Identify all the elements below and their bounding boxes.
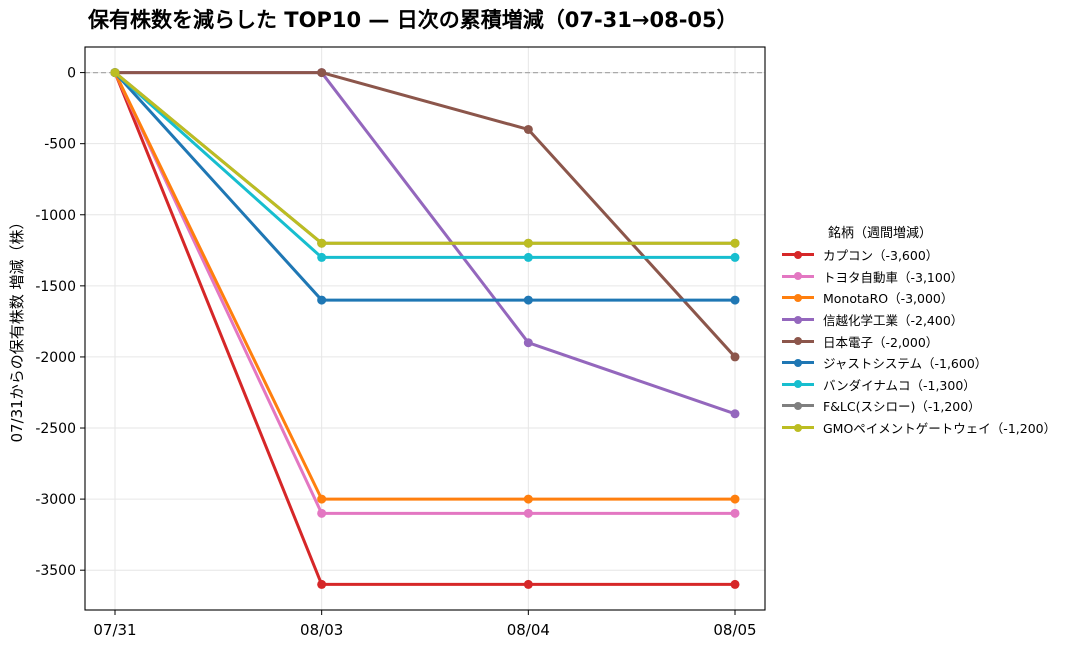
legend-item: バンダイナムコ（-1,300） (782, 374, 1082, 396)
data-point (730, 238, 740, 248)
legend-item: カプコン（-3,600） (782, 244, 1082, 266)
y-tick-label: -500 (44, 137, 76, 153)
legend-item: F&LC(スシロー)（-1,200） (782, 395, 1082, 417)
legend-label: GMOペイメントゲートウェイ（-1,200） (823, 421, 1057, 437)
legend-item: GMOペイメントゲートウェイ（-1,200） (782, 417, 1082, 439)
data-point (523, 579, 533, 589)
legend-label: バンダイナムコ（-1,300） (823, 377, 976, 393)
legend-label: 日本電子（-2,000） (823, 334, 939, 350)
data-point (730, 494, 740, 504)
x-tick-label: 08/05 (713, 621, 756, 639)
legend-swatch (782, 249, 814, 261)
data-point (317, 508, 327, 518)
legend-swatch (782, 292, 814, 304)
y-tick-label: -3500 (35, 563, 76, 579)
data-point (730, 252, 740, 262)
legend-label: トヨタ自動車（-3,100） (823, 269, 964, 285)
series-lines (110, 68, 740, 589)
legend-label: 信越化学工業（-2,400） (823, 313, 964, 329)
series-line (113, 71, 737, 245)
legend-item: トヨタ自動車（-3,100） (782, 266, 1082, 288)
axis-ticks: 0 -500 -1000 -1500 -2000 -2500 -3000 -3500 07/31… (35, 66, 756, 639)
legend-item: ジャストシステム（-1,600） (782, 352, 1082, 374)
data-point (523, 295, 533, 305)
y-tick-label: -3000 (35, 492, 76, 508)
data-point (730, 508, 740, 518)
series-line (113, 71, 737, 302)
series-7 (110, 68, 740, 262)
y-tick-label: -1500 (35, 279, 76, 295)
data-point (730, 295, 740, 305)
x-tick-label: 08/04 (507, 621, 550, 639)
series-line (113, 71, 737, 501)
legend-title: 銘柄（週間増減） (827, 226, 932, 241)
data-point (317, 494, 327, 504)
data-point (523, 124, 533, 134)
legend-item: 信越化学工業（-2,400） (782, 309, 1082, 331)
data-point (730, 579, 740, 589)
series-line (113, 71, 737, 245)
legend-label: MonotaRO（-3,000） (823, 291, 954, 307)
legend-swatch (782, 400, 814, 412)
data-point (730, 352, 740, 362)
legend-items: カプコン（-3,600） トヨタ自動車（-3,100） MonotaRO（-3,00… (782, 244, 1082, 438)
data-point (523, 238, 533, 248)
x-tick-label: 07/31 (93, 621, 136, 639)
legend-swatch (782, 357, 814, 369)
data-point (523, 338, 533, 348)
legend-swatch (782, 378, 814, 390)
series-6 (110, 68, 740, 305)
legend-item: MonotaRO（-3,000） (782, 287, 1082, 309)
legend-item: 日本電子（-2,000） (782, 330, 1082, 352)
series-line (113, 71, 737, 515)
data-point (523, 494, 533, 504)
legend-label: F&LC(スシロー)（-1,200） (823, 399, 981, 415)
y-tick-label: 0 (67, 66, 76, 82)
data-point (317, 238, 327, 248)
legend-label: ジャストシステム（-1,600） (823, 356, 988, 372)
legend-label: カプコン（-3,600） (823, 248, 939, 264)
y-tick-label: -1000 (35, 208, 76, 224)
chart-title: 保有株数を減らした TOP10 — 日次の累積増減（07-31→08-05） (88, 8, 738, 32)
series-8 (110, 68, 740, 248)
data-point (317, 579, 327, 589)
data-point (317, 252, 327, 262)
legend: 銘柄（週間増減） カプコン（-3,600） トヨタ自動車（-3,100） Monot… (782, 222, 1082, 438)
legend-swatch (782, 270, 814, 282)
x-tick-label: 08/03 (300, 621, 343, 639)
y-tick-label: -2000 (35, 350, 76, 366)
data-point (523, 252, 533, 262)
series-line (113, 71, 737, 259)
legend-swatch (782, 422, 814, 434)
plot-frame (84, 46, 766, 611)
legend-swatch (782, 314, 814, 326)
data-point (110, 68, 120, 78)
y-tick-label: -2500 (35, 421, 76, 437)
series-9 (110, 68, 740, 248)
data-point (317, 295, 327, 305)
data-point (523, 508, 533, 518)
data-point (317, 68, 327, 78)
data-point (730, 409, 740, 419)
legend-swatch (782, 335, 814, 347)
y-axis-label: 07/31からの保有株数 増減（株） (8, 215, 26, 443)
series-line (113, 71, 737, 586)
